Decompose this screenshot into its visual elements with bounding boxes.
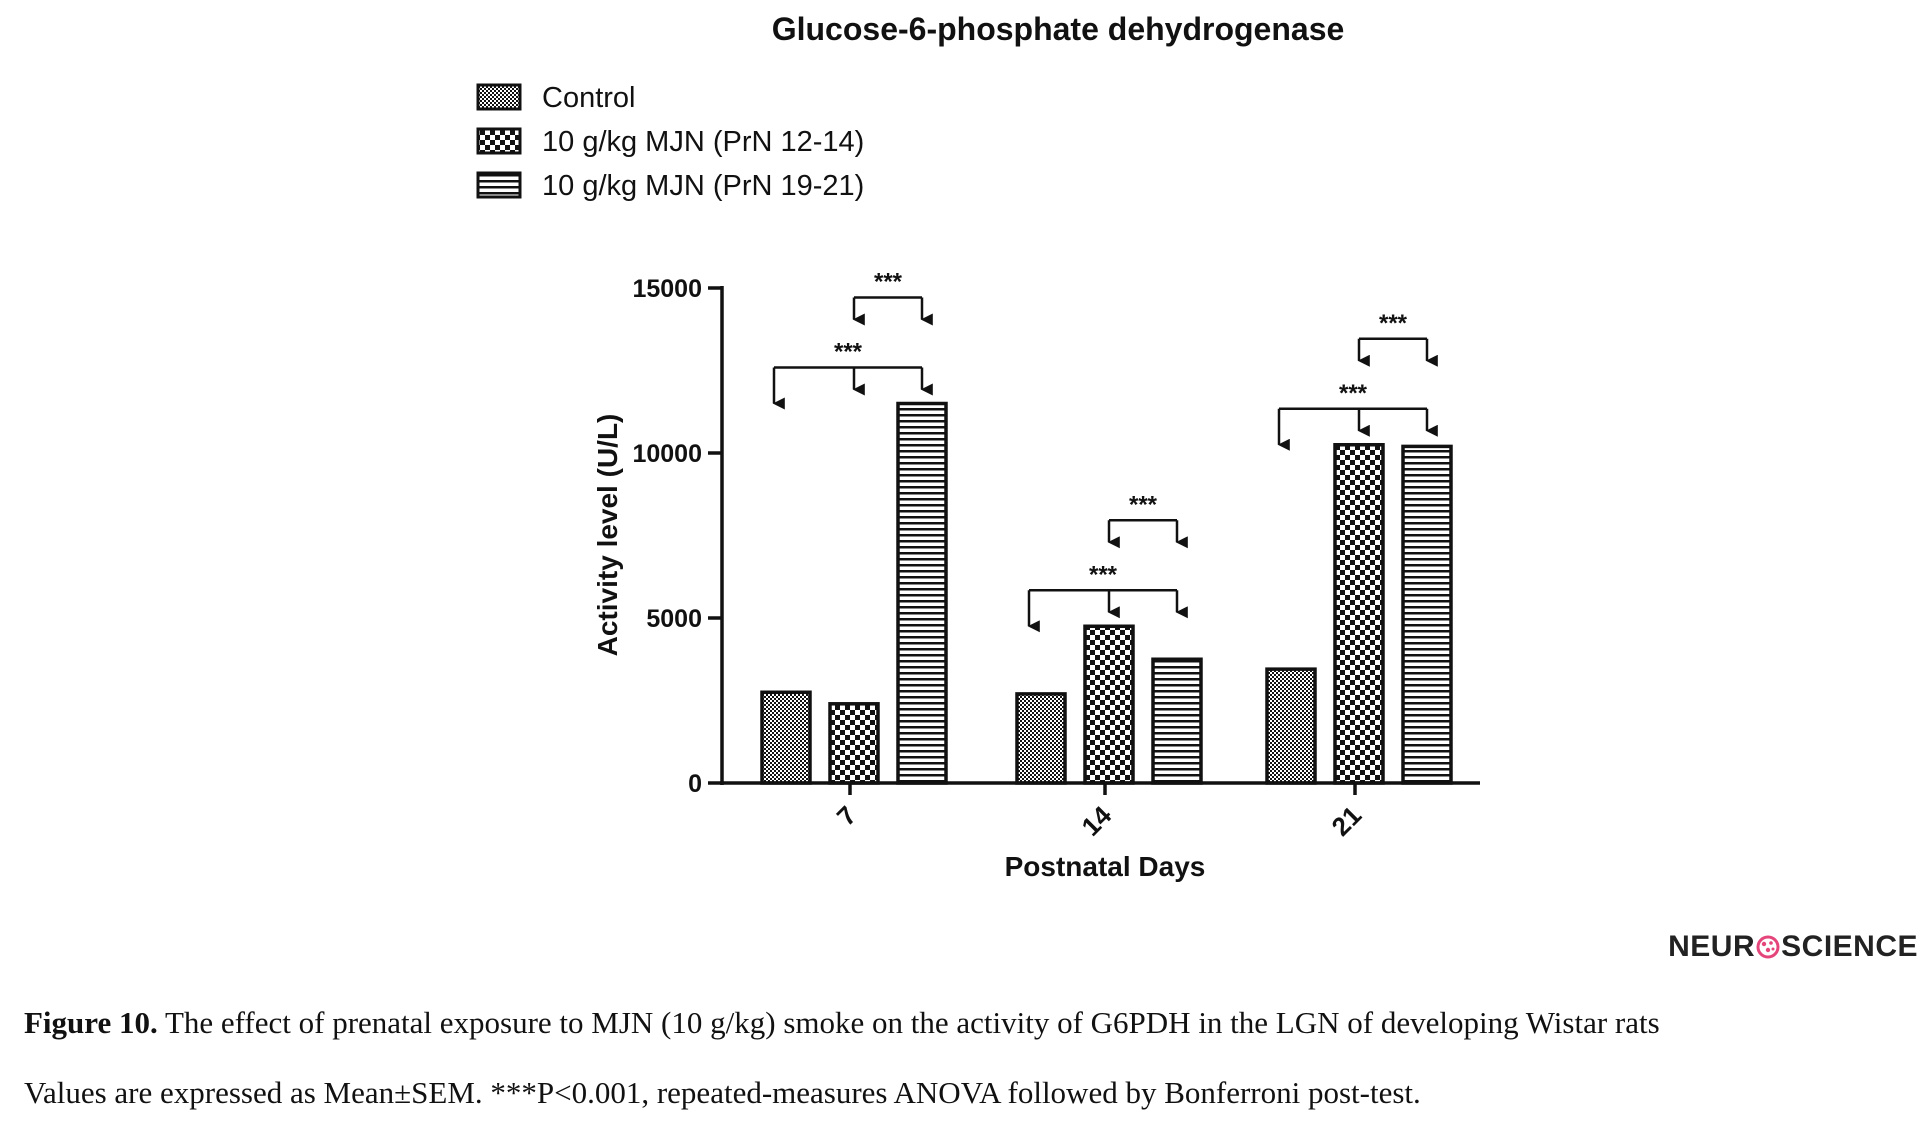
x-tick-label-7: 7 bbox=[831, 800, 862, 831]
bar-21-series-3 bbox=[1401, 444, 1453, 785]
caption-line-1: Figure 10. The effect of prenatal exposu… bbox=[24, 988, 1914, 1058]
significance-label: *** bbox=[874, 269, 903, 296]
bar-21-series-2 bbox=[1333, 443, 1385, 785]
bars bbox=[760, 401, 1453, 785]
y-axis-label: Activity level (U/L) bbox=[592, 414, 623, 657]
legend-label-1: Control bbox=[542, 82, 636, 114]
significance-label: *** bbox=[1129, 491, 1158, 518]
legend-swatch-3 bbox=[476, 171, 522, 199]
bar-21-series-1 bbox=[1265, 667, 1317, 785]
significance-label: *** bbox=[1089, 561, 1118, 588]
caption-label: Figure 10. bbox=[24, 1005, 158, 1040]
figure-caption: Figure 10. The effect of prenatal exposu… bbox=[24, 988, 1914, 1128]
caption-line-2: Values are expressed as Mean±SEM. ***P<0… bbox=[24, 1075, 1421, 1110]
significance-label: *** bbox=[1379, 310, 1408, 337]
legend-swatch-1 bbox=[476, 83, 522, 111]
significance-bracket-21-inner: *** bbox=[1357, 310, 1438, 367]
y-tick-label-5000: 5000 bbox=[646, 605, 702, 633]
x-tick-label-14: 14 bbox=[1076, 800, 1118, 842]
significance-label: *** bbox=[1339, 380, 1368, 407]
bar-14-series-3 bbox=[1151, 657, 1203, 785]
chart-title: Glucose-6-phosphate dehydrogenase bbox=[772, 11, 1345, 47]
bar-14-series-2 bbox=[1083, 624, 1135, 785]
significance-label: *** bbox=[834, 339, 863, 366]
significance-bracket-14-outer: *** bbox=[1027, 561, 1188, 633]
caption-text-1: The effect of prenatal exposure to MJN (… bbox=[164, 1005, 1660, 1040]
bar-14-series-1 bbox=[1015, 692, 1067, 785]
x-axis-label: Postnatal Days bbox=[1005, 851, 1206, 882]
significance-bracket-14-inner: *** bbox=[1107, 491, 1188, 549]
y-tick-label-0: 0 bbox=[688, 770, 702, 798]
bar-7-series-3 bbox=[896, 401, 948, 785]
plot-area: 0 5000 10000 15000 7 14 21 *** *** *** *** *** *** bbox=[632, 269, 1480, 842]
legend-label-2: 10 g/kg MJN (PrN 12-14) bbox=[542, 126, 864, 158]
legend-label-3: 10 g/kg MJN (PrN 19-21) bbox=[542, 170, 864, 202]
neuroscience-logo: NEUR SCIENCE bbox=[1668, 930, 1918, 964]
legend: Control 10 g/kg MJN (PrN 12-14) 10 g/kg MJ… bbox=[476, 82, 864, 202]
bar-7-series-2 bbox=[828, 702, 880, 785]
y-tick-label-15000: 15000 bbox=[632, 275, 702, 303]
logo-text-right: SCIENCE bbox=[1781, 930, 1918, 963]
significance-bracket-7-outer: *** bbox=[772, 339, 933, 410]
y-tick-label-10000: 10000 bbox=[632, 440, 702, 468]
significance-bracket-21-outer: *** bbox=[1277, 380, 1438, 451]
significance-brackets: *** *** *** *** *** *** bbox=[772, 269, 1438, 633]
x-tick-label-21: 21 bbox=[1326, 800, 1368, 842]
bar-7-series-1 bbox=[760, 690, 812, 785]
brain-o-icon bbox=[1756, 935, 1780, 959]
significance-bracket-7-inner: *** bbox=[852, 269, 933, 326]
logo-text-left: NEUR bbox=[1668, 930, 1756, 963]
legend-swatch-2 bbox=[476, 127, 522, 155]
